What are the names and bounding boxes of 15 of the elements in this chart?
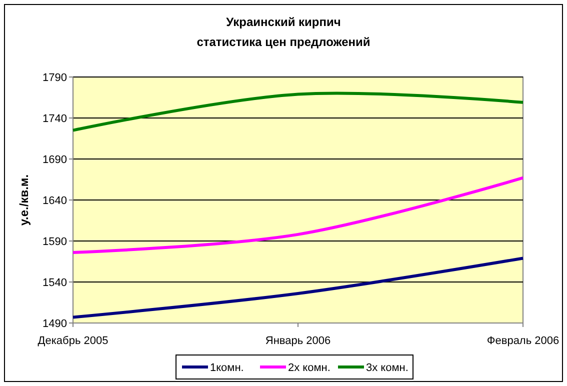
y-axis-title: у.е./кв.м. <box>17 174 31 226</box>
y-tick-label: 1540 <box>42 276 67 289</box>
y-tick-label: 1690 <box>42 154 67 166</box>
y-tick-label: 1740 <box>42 112 67 125</box>
y-tick-label: 1790 <box>42 72 67 84</box>
legend-label: 2х комн. <box>288 362 330 374</box>
chart-title: Украинский кирпич статистика цен предложений <box>196 15 370 49</box>
x-tick-label: Декабрь 2005 <box>38 335 108 347</box>
y-tick-label: 1640 <box>42 194 67 207</box>
legend-label: 1комн. <box>210 362 244 374</box>
x-tick-label: Февраль 2006 <box>486 335 560 347</box>
y-tick-label: 1590 <box>42 236 67 248</box>
legend-label: 3х комн. <box>366 362 408 374</box>
x-tick-label: Январь 2006 <box>265 335 331 347</box>
y-tick-label: 1490 <box>42 318 67 330</box>
